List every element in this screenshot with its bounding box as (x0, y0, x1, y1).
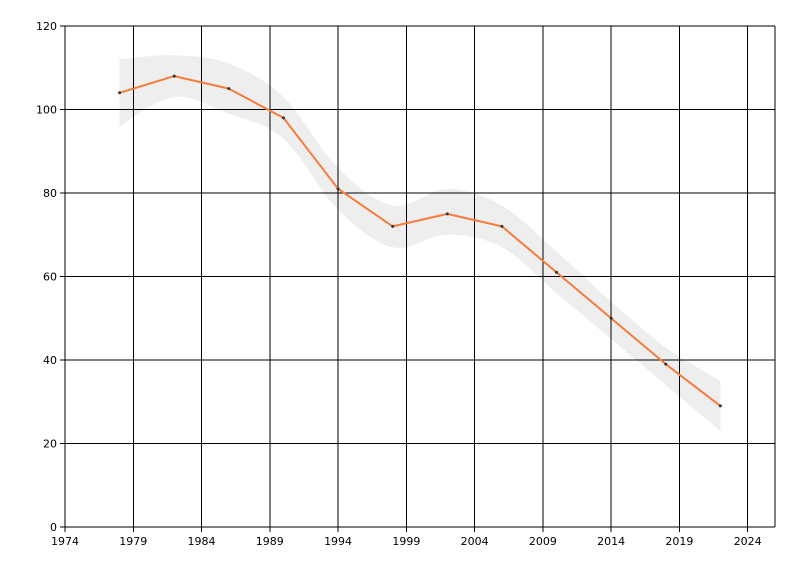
data-point-1986 (227, 87, 231, 91)
y-tick-label-40: 40 (43, 354, 57, 367)
data-point-2010 (555, 270, 559, 274)
x-tick-label-2024: 2024 (734, 535, 762, 548)
y-tick-label-120: 120 (36, 20, 57, 33)
y-tick-label-60: 60 (43, 271, 57, 284)
data-point-2018 (664, 362, 668, 366)
data-point-1990 (281, 116, 285, 120)
x-tick-label-2009: 2009 (529, 535, 557, 548)
x-tick-label-2014: 2014 (597, 535, 625, 548)
x-tick-label-1989: 1989 (256, 535, 284, 548)
confidence-band-layer (119, 55, 721, 431)
grid-layer (64, 25, 776, 528)
y-tick-label-80: 80 (43, 187, 57, 200)
y-tick-label-100: 100 (36, 104, 57, 117)
data-point-1994 (336, 187, 340, 191)
data-point-1982 (172, 74, 176, 78)
x-tick-label-1979: 1979 (119, 535, 147, 548)
series-layer (118, 74, 722, 408)
data-point-2014 (609, 316, 613, 320)
x-tick-label-1994: 1994 (324, 535, 352, 548)
x-tick-label-1999: 1999 (392, 535, 420, 548)
y-tick-label-0: 0 (50, 521, 57, 534)
x-tick-label-1984: 1984 (188, 535, 216, 548)
confidence-band-0 (119, 55, 721, 431)
x-tick-label-1974: 1974 (51, 535, 79, 548)
x-tick-label-2004: 2004 (461, 535, 489, 548)
data-point-2022 (718, 404, 722, 408)
series-line-0 (119, 75, 721, 407)
x-tick-label-2019: 2019 (665, 535, 693, 548)
data-point-1998 (391, 224, 395, 228)
axis-layer (60, 25, 775, 532)
data-point-2002 (445, 212, 449, 216)
tick-label-layer: 0 20 40 60 80 100 120 1974 1979 1984 1989 1994 1999 2… (36, 20, 762, 548)
data-point-1978 (118, 91, 122, 95)
data-point-2006 (500, 224, 504, 228)
y-tick-label-20: 20 (43, 438, 57, 451)
